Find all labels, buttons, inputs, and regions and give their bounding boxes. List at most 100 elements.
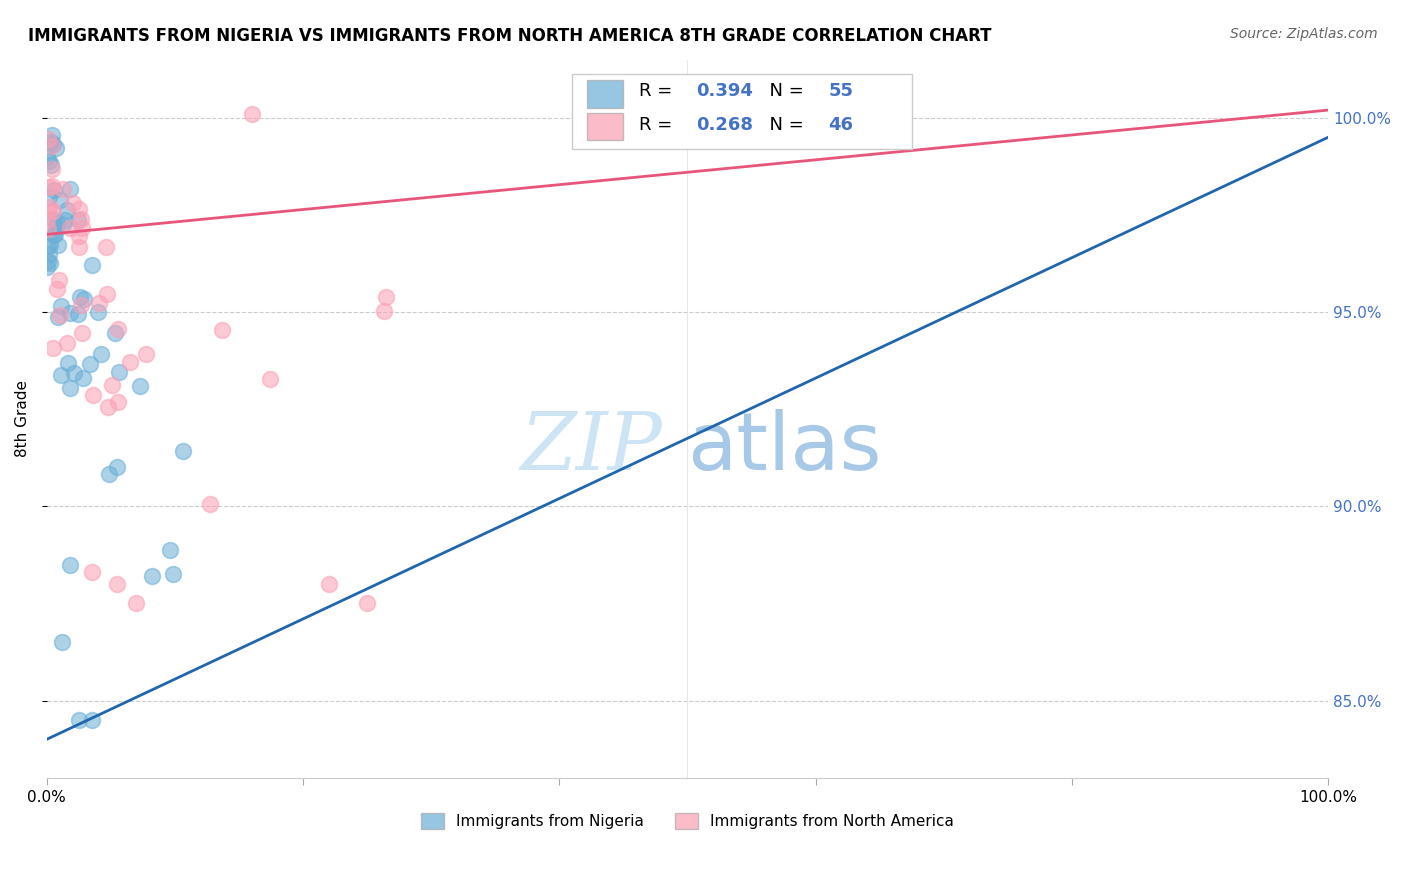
Point — [37, 131, 59, 145]
Point — [200, 497, 222, 511]
Point — [37, 204, 59, 219]
Point — [45, 141, 67, 155]
Point — [70, 221, 93, 235]
Point — [240, 107, 263, 121]
Point — [66, 307, 89, 321]
Text: 0.394: 0.394 — [696, 81, 754, 100]
Point — [80, 713, 103, 727]
Bar — [588, 112, 623, 140]
Point — [172, 444, 194, 458]
Point — [41, 139, 63, 153]
Text: R =: R = — [638, 116, 678, 134]
Point — [38, 238, 60, 252]
Point — [141, 569, 163, 583]
Point — [97, 400, 120, 414]
Point — [59, 306, 82, 320]
Point — [38, 200, 60, 214]
Text: 55: 55 — [828, 81, 853, 100]
Point — [125, 596, 148, 610]
Point — [162, 567, 184, 582]
Point — [56, 202, 79, 217]
Point — [373, 304, 395, 318]
Point — [80, 566, 103, 580]
Point — [82, 388, 104, 402]
Point — [69, 212, 91, 227]
Point — [48, 272, 70, 286]
Point — [37, 253, 59, 268]
Text: 46: 46 — [828, 116, 853, 134]
Point — [53, 212, 76, 227]
Point — [82, 258, 104, 272]
Point — [135, 346, 157, 360]
Point — [35, 150, 58, 164]
Point — [73, 293, 96, 307]
Point — [42, 137, 65, 152]
Point — [96, 287, 118, 301]
Point — [259, 372, 281, 386]
Point — [37, 260, 59, 274]
Text: 0.268: 0.268 — [696, 116, 754, 134]
Point — [101, 377, 124, 392]
Point — [38, 179, 60, 194]
Point — [49, 193, 72, 207]
Point — [39, 135, 62, 149]
Point — [87, 305, 110, 319]
Point — [46, 310, 69, 325]
Point — [104, 326, 127, 340]
Point — [41, 128, 63, 143]
Point — [59, 382, 82, 396]
Point — [79, 357, 101, 371]
Point — [59, 181, 82, 195]
Point — [72, 371, 94, 385]
Point — [37, 222, 59, 236]
Point — [105, 460, 128, 475]
Text: Source: ZipAtlas.com: Source: ZipAtlas.com — [1230, 27, 1378, 41]
Point — [42, 341, 65, 355]
Point — [51, 299, 73, 313]
Point — [94, 240, 117, 254]
Bar — [588, 80, 623, 108]
Point — [374, 290, 396, 304]
Point — [98, 467, 121, 481]
Bar — [572, 74, 911, 150]
Point — [318, 577, 340, 591]
Point — [356, 596, 378, 610]
Y-axis label: 8th Grade: 8th Grade — [15, 380, 30, 458]
Point — [38, 246, 60, 260]
Point — [38, 256, 60, 270]
Point — [211, 323, 233, 337]
Legend: Immigrants from Nigeria, Immigrants from North America: Immigrants from Nigeria, Immigrants from… — [415, 807, 960, 835]
Point — [46, 237, 69, 252]
Text: R =: R = — [638, 81, 678, 100]
Point — [67, 713, 90, 727]
Point — [59, 558, 82, 572]
Point — [42, 228, 65, 243]
Point — [52, 218, 75, 232]
Point — [51, 635, 73, 649]
Point — [63, 366, 86, 380]
Point — [37, 239, 59, 253]
Point — [105, 577, 128, 591]
Point — [90, 347, 112, 361]
Point — [67, 229, 90, 244]
Point — [55, 336, 77, 351]
Point — [129, 379, 152, 393]
Point — [66, 212, 89, 227]
Point — [37, 213, 59, 227]
Text: N =: N = — [758, 81, 810, 100]
Point — [38, 154, 60, 169]
Point — [44, 183, 66, 197]
Point — [45, 220, 67, 235]
Text: atlas: atlas — [688, 409, 882, 487]
Point — [41, 178, 63, 193]
Point — [108, 365, 131, 379]
Point — [120, 355, 142, 369]
Text: ZIP: ZIP — [520, 409, 662, 486]
Point — [69, 290, 91, 304]
Point — [49, 308, 72, 322]
Point — [62, 196, 84, 211]
Point — [45, 282, 67, 296]
Point — [67, 240, 90, 254]
Point — [107, 322, 129, 336]
Point — [159, 543, 181, 558]
